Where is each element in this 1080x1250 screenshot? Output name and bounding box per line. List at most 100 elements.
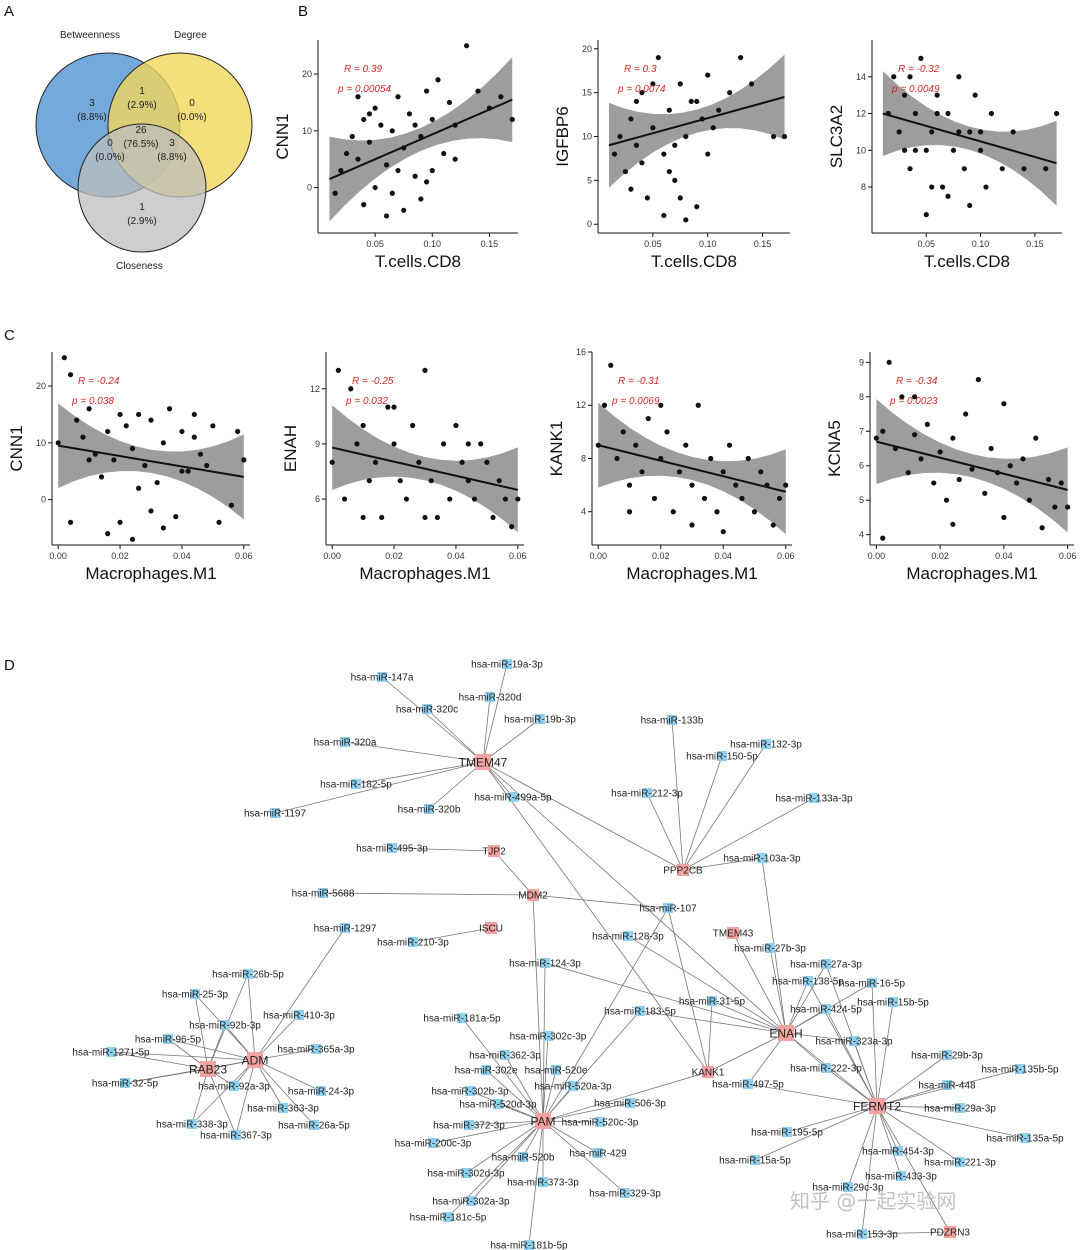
mirna-node-label: hsa-miR-221-3p	[924, 1158, 996, 1169]
data-point	[689, 482, 695, 488]
data-point	[977, 129, 984, 135]
mirna-node-marker	[623, 931, 633, 941]
mirna-node: hsa-miR-29a-3p	[924, 1103, 996, 1115]
data-point	[918, 456, 924, 462]
mirna-node: hsa-miR-181c-5p	[410, 1212, 487, 1224]
data-point	[166, 406, 173, 412]
network-edge	[191, 1059, 256, 1125]
mirna-node-marker	[803, 976, 813, 986]
data-point	[105, 531, 111, 537]
data-point	[361, 202, 367, 208]
network-edge	[747, 1083, 878, 1107]
mirna-node: hsa-miR-367-3p	[200, 1130, 272, 1142]
data-point	[1001, 401, 1007, 407]
data-point	[923, 147, 929, 153]
mirna-node-marker	[782, 1127, 792, 1137]
data-point	[626, 509, 633, 515]
data-point	[988, 110, 995, 117]
data-point	[934, 110, 940, 117]
mirna-node-marker	[443, 1212, 453, 1222]
network-edge	[482, 663, 508, 763]
data-point	[710, 125, 716, 131]
mirna-node: hsa-miR-302d-3p	[427, 1168, 505, 1180]
mirna-node: hsa-miR-520e	[525, 1065, 588, 1077]
network-edge	[191, 1068, 209, 1125]
correlation-r: R = -0.24	[78, 376, 120, 387]
gene-node-marker	[677, 864, 689, 876]
data-point	[912, 110, 919, 117]
mirna-node-marker	[466, 1196, 476, 1206]
mirna-node: hsa-miR-183-5p	[604, 1006, 676, 1018]
mirna-node-label: hsa-miR-150-5p	[686, 752, 758, 763]
data-point	[463, 43, 470, 49]
regression-line	[331, 446, 519, 491]
mirna-node: hsa-miR-200c-3p	[395, 1138, 472, 1150]
data-point	[452, 156, 458, 162]
data-point	[465, 441, 471, 447]
gene-node: TMEM47	[459, 754, 508, 770]
data-point	[67, 372, 74, 378]
mirna-node-label: hsa-miR-182-5p	[320, 780, 392, 791]
data-point	[783, 482, 789, 488]
mirna-node-label: hsa-miR-96-5p	[135, 1035, 202, 1046]
network-edge	[426, 708, 484, 763]
data-point	[683, 442, 689, 448]
mirna-node-marker	[717, 751, 727, 761]
mirna-node: hsa-miR-5688	[292, 888, 355, 900]
mirna-node: hsa-miR-92b-3p	[189, 1020, 261, 1032]
data-point	[361, 116, 367, 123]
mirna-node-marker	[942, 1050, 952, 1060]
x-tick-label: 0.15	[754, 239, 772, 249]
mirna-node-marker	[311, 1044, 321, 1054]
y-tick-label: 7	[859, 426, 864, 436]
data-point	[705, 151, 711, 157]
gene-node-marker	[247, 1052, 263, 1068]
data-point	[912, 394, 918, 400]
regression-line	[598, 444, 786, 493]
network-edge	[876, 1105, 951, 1233]
network-edge	[876, 1001, 894, 1107]
y-tick-label: 12	[310, 384, 320, 394]
data-point	[185, 468, 191, 474]
mirna-node-marker	[635, 1006, 645, 1016]
gene-node: RAB23	[189, 1061, 227, 1077]
network-edge	[786, 1105, 878, 1133]
data-point	[899, 394, 905, 400]
mirna-node: hsa-miR-24-3p	[288, 1086, 355, 1098]
data-point	[55, 440, 61, 446]
mirna-node-label: hsa-miR-367-3p	[200, 1131, 272, 1142]
data-point	[378, 122, 384, 128]
network-edge	[785, 1032, 855, 1042]
data-point	[355, 156, 361, 162]
data-point	[67, 519, 74, 525]
x-tick-label: 0.00	[868, 551, 886, 561]
data-point	[379, 514, 385, 521]
data-point	[658, 402, 664, 408]
scatter-plot-b2: 0.05 0.10 0.15 0 5 10 15 20 T.cells.CD8 IGFBP6 R =…	[553, 40, 790, 271]
data-point	[720, 529, 726, 535]
data-point	[148, 508, 154, 514]
data-point	[644, 195, 650, 201]
data-point	[672, 142, 678, 148]
y-tick-label: 9	[859, 357, 864, 367]
data-point	[355, 94, 361, 100]
data-point	[509, 524, 515, 530]
mirna-node: hsa-miR-124-3p	[509, 958, 581, 970]
data-point	[160, 440, 166, 446]
gene-node-label: TJP2	[482, 847, 506, 858]
data-point	[633, 142, 640, 148]
data-point	[395, 94, 401, 100]
mirna-node-marker	[642, 788, 652, 798]
mirna-node-marker	[163, 1034, 173, 1044]
network-edge	[322, 892, 534, 896]
data-point	[471, 496, 478, 502]
mirna-node-label: hsa-miR-107	[639, 904, 697, 915]
data-point	[651, 495, 658, 502]
mirna-node-label: hsa-miR-27a-3p	[790, 960, 862, 971]
mirna-node-label: hsa-miR-181b-5p	[490, 1241, 568, 1250]
mirna-node-marker	[508, 792, 518, 802]
y-tick-label: 8	[581, 453, 586, 463]
mirna-node: hsa-miR-96-5p	[135, 1034, 202, 1046]
data-point	[241, 457, 247, 463]
data-point	[770, 522, 776, 528]
